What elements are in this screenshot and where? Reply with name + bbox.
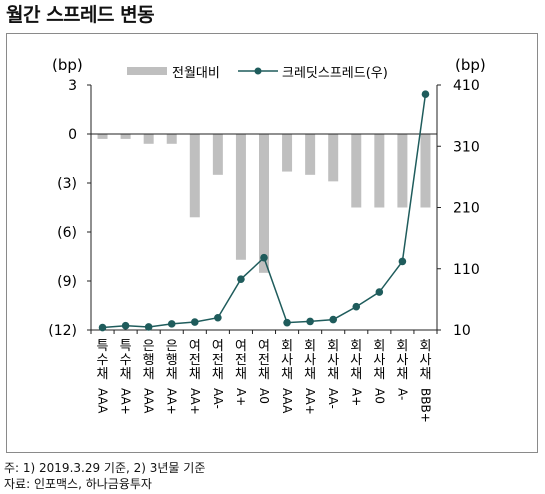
bar [420,134,431,208]
line-series [98,90,430,332]
right-tick-label: 10 [453,323,471,339]
x-label-grade: AAA [96,388,110,414]
bar-series [97,134,431,273]
line-point [306,317,314,326]
left-tick-label: 3 [68,78,77,94]
line-point [191,318,199,326]
x-label-grade: AA+ [165,388,179,415]
right-tick-label: 410 [453,78,480,94]
bar [328,134,339,182]
left-tick-label: (9) [57,274,77,290]
line-point [167,320,176,328]
x-label-grade: AAA [142,388,156,414]
left-tick-label: (6) [57,225,77,241]
x-label-grade: AA- [211,388,225,409]
right-axis-ticks: 410 310 210 110 10 [437,78,480,339]
x-label-grade: BBB+ [418,388,432,423]
x-label-grade: AA+ [188,388,202,415]
left-axis-unit: (bp) [52,56,83,74]
line-point [329,315,338,324]
left-tick-label: (12) [48,323,77,339]
bar [282,134,293,172]
bar [166,134,177,144]
line-point [375,288,384,296]
legend-bar-label: 전월대비 [172,66,220,81]
right-axis-unit: (bp) [455,56,486,74]
bar [120,134,131,139]
footnote: 주: 1) 2019.3.29 기준, 2) 3년물 기준 [4,461,206,475]
line-point [98,323,107,332]
chart-frame [6,33,538,453]
x-label-grade: A- [395,388,409,400]
left-axis-ticks: 3 0 (3) (6) (9) (12) [48,78,91,339]
legend-line-label: 크레딧스프레드(우) [282,66,388,81]
right-tick-label: 210 [453,201,480,217]
legend: 전월대비 크레딧스프레드(우) [127,66,388,81]
line-point [237,275,245,283]
bar [259,134,269,273]
x-label-grade: A0 [257,388,271,404]
bar [143,134,154,144]
bar [97,134,108,139]
line-point [398,257,407,266]
x-label-grade: AA+ [119,388,133,415]
x-label-grade: A0 [372,388,386,404]
left-tick-label: 0 [68,127,77,143]
right-tick-label: 310 [453,139,480,155]
x-label-grade: A+ [349,388,363,406]
bar [189,134,200,218]
left-tick-label: (3) [57,176,77,192]
line-point [214,313,222,322]
page-title: 월간 스프레드 변동 [6,4,155,26]
x-label-grade: AA- [326,388,340,409]
x-axis-labels: 특 수 채 AAA 특 수 채 AA+ 은 행 채 AAA 은 행 채 AA+ 여 전 채 AA+ 여 전 채 AA- 여 전 채 A… [96,339,433,423]
x-label-grade: AA+ [303,388,317,415]
bar [212,134,223,175]
x-label-grade: AAA [280,388,294,414]
legend-bar-swatch [127,67,167,75]
bar [351,134,362,208]
line-point [121,321,130,330]
bar [374,134,385,208]
line-point [283,318,291,327]
bar [397,134,408,208]
bar [235,134,246,260]
line-point [352,302,361,311]
line-point [260,253,268,262]
legend-line-marker [254,67,262,75]
x-label-grade: A+ [234,388,248,406]
right-tick-label: 110 [453,262,480,278]
bar [305,134,316,175]
line-point [144,323,153,331]
source-note: 자료: 인포맥스, 하나금융투자 [4,477,152,491]
line-point [421,90,430,98]
